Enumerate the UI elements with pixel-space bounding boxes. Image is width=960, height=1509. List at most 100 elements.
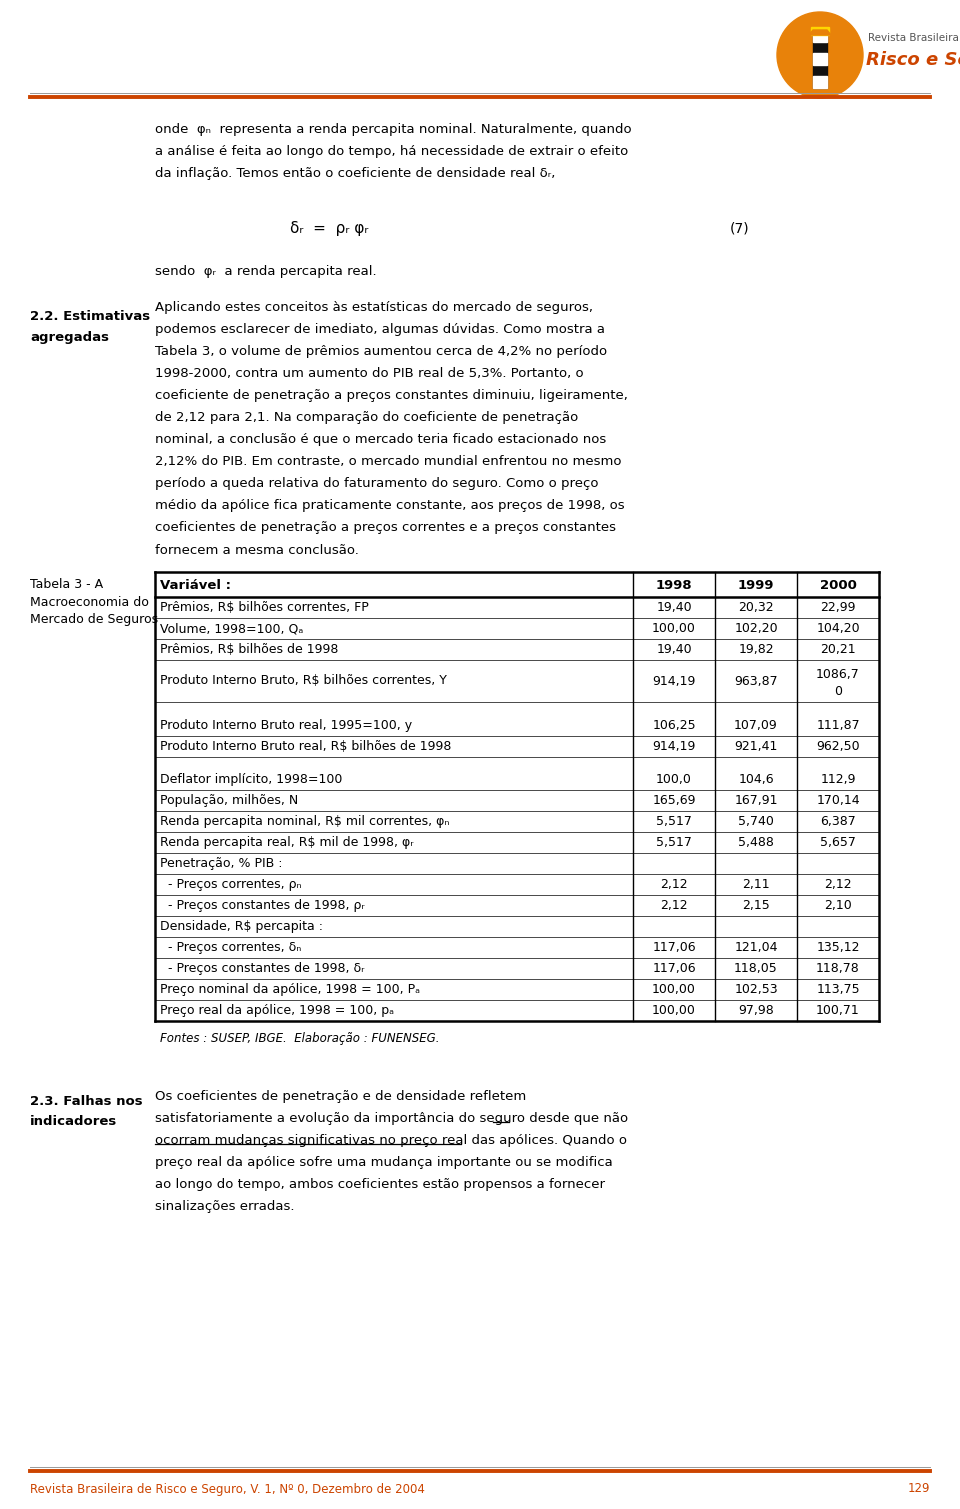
Text: coeficientes de penetração a preços correntes e a preços constantes: coeficientes de penetração a preços corr…: [155, 522, 616, 534]
Text: sendo  φᵣ  a renda percapita real.: sendo φᵣ a renda percapita real.: [155, 266, 376, 279]
Text: Tabela 3, o volume de prêmios aumentou cerca de 4,2% no período: Tabela 3, o volume de prêmios aumentou c…: [155, 346, 607, 359]
Text: - Preços correntes, δₙ: - Preços correntes, δₙ: [160, 942, 301, 954]
Text: 2,12: 2,12: [660, 899, 687, 913]
Bar: [155, 572, 879, 598]
Text: Produto Interno Bruto real, 1995=100, y: Produto Interno Bruto real, 1995=100, y: [160, 718, 412, 732]
Text: 5,657: 5,657: [820, 836, 856, 850]
Text: 117,06: 117,06: [652, 942, 696, 954]
Text: Preço nominal da apólice, 1998 = 100, Pₐ: Preço nominal da apólice, 1998 = 100, Pₐ: [160, 984, 420, 996]
Text: ao longo do tempo, ambos coeficientes estão propensos a fornecer: ao longo do tempo, ambos coeficientes es…: [155, 1177, 605, 1191]
Text: 165,69: 165,69: [652, 794, 696, 807]
Text: médio da apólice fica praticamente constante, aos preços de 1998, os: médio da apólice fica praticamente const…: [155, 499, 625, 513]
Text: 1998-2000, contra um aumento do PIB real de 5,3%. Portanto, o: 1998-2000, contra um aumento do PIB real…: [155, 368, 584, 380]
Text: 100,00: 100,00: [652, 1003, 696, 1017]
Text: Fontes : SUSEP, IBGE.  Elaboração : FUNENSEG.: Fontes : SUSEP, IBGE. Elaboração : FUNEN…: [160, 1032, 440, 1044]
Text: 100,71: 100,71: [816, 1003, 860, 1017]
Text: de 2,12 para 2,1. Na comparação do coeficiente de penetração: de 2,12 para 2,1. Na comparação do coefi…: [155, 412, 578, 424]
Text: 118,78: 118,78: [816, 963, 860, 975]
Text: 2.2. Estimativas: 2.2. Estimativas: [30, 309, 150, 323]
Text: Revista Brasileira de Risco e Seguro, V. 1, Nº 0, Dezembro de 2004: Revista Brasileira de Risco e Seguro, V.…: [30, 1482, 425, 1495]
Text: Produto Interno Bruto, R$ bilhões correntes, Y: Produto Interno Bruto, R$ bilhões corren…: [160, 675, 446, 688]
Text: 962,50: 962,50: [816, 739, 860, 753]
Text: Produto Interno Bruto real, R$ bilhões de 1998: Produto Interno Bruto real, R$ bilhões d…: [160, 739, 451, 753]
Text: Mercado de Seguros: Mercado de Seguros: [30, 614, 158, 626]
Text: 100,00: 100,00: [652, 984, 696, 996]
Text: 2.3. Falhas nos: 2.3. Falhas nos: [30, 1094, 143, 1108]
Text: 1999: 1999: [737, 579, 775, 592]
Text: Prêmios, R$ bilhões de 1998: Prêmios, R$ bilhões de 1998: [160, 643, 338, 656]
Text: Macroeconomia do: Macroeconomia do: [30, 596, 149, 608]
Polygon shape: [809, 30, 831, 35]
Text: 921,41: 921,41: [734, 739, 778, 753]
Text: 102,53: 102,53: [734, 984, 778, 996]
Text: Tabela 3 - A: Tabela 3 - A: [30, 578, 103, 590]
Text: 2,12: 2,12: [825, 878, 852, 892]
Text: fornecem a mesma conclusão.: fornecem a mesma conclusão.: [155, 543, 359, 557]
Text: Densidade, R$ percapita :: Densidade, R$ percapita :: [160, 920, 323, 933]
Text: 113,75: 113,75: [816, 984, 860, 996]
Text: 129: 129: [907, 1482, 930, 1495]
Text: 117,06: 117,06: [652, 963, 696, 975]
Text: 5,517: 5,517: [656, 836, 692, 850]
Text: 5,740: 5,740: [738, 815, 774, 828]
Text: Deflator implícito, 1998=100: Deflator implícito, 1998=100: [160, 773, 343, 786]
Text: Variável :: Variável :: [160, 579, 231, 592]
Text: 5,488: 5,488: [738, 836, 774, 850]
Text: 2,10: 2,10: [824, 899, 852, 913]
Text: 2,12% do PIB. Em contraste, o mercado mundial enfrentou no mesmo: 2,12% do PIB. Em contraste, o mercado mu…: [155, 456, 621, 468]
Text: (7): (7): [730, 220, 750, 235]
Bar: [813, 77, 827, 88]
Text: 2,15: 2,15: [742, 899, 770, 913]
Text: 135,12: 135,12: [816, 942, 860, 954]
Text: - Preços correntes, ρₙ: - Preços correntes, ρₙ: [160, 878, 301, 892]
Text: - Preços constantes de 1998, δᵣ: - Preços constantes de 1998, δᵣ: [160, 963, 365, 975]
Text: Renda percapita nominal, R$ mil correntes, φₙ: Renda percapita nominal, R$ mil corrente…: [160, 815, 449, 828]
Text: Preço real da apólice, 1998 = 100, pₐ: Preço real da apólice, 1998 = 100, pₐ: [160, 1003, 394, 1017]
Text: Prêmios, R$ bilhões correntes, FP: Prêmios, R$ bilhões correntes, FP: [160, 601, 369, 614]
Text: 20,32: 20,32: [738, 601, 774, 614]
Text: 963,87: 963,87: [734, 675, 778, 688]
Text: agregadas: agregadas: [30, 332, 109, 344]
Text: 1998: 1998: [656, 579, 692, 592]
Text: nominal, a conclusão é que o mercado teria ficado estacionado nos: nominal, a conclusão é que o mercado ter…: [155, 433, 607, 447]
Text: indicadores: indicadores: [30, 1115, 117, 1127]
Text: período a queda relativa do faturamento do seguro. Como o preço: período a queda relativa do faturamento …: [155, 477, 598, 490]
Text: 914,19: 914,19: [652, 675, 696, 688]
Text: 112,9: 112,9: [820, 773, 855, 786]
Text: δᵣ  =  ρᵣ φᵣ: δᵣ = ρᵣ φᵣ: [290, 220, 369, 235]
Text: 2,12: 2,12: [660, 878, 687, 892]
Text: 111,87: 111,87: [816, 718, 860, 732]
Bar: [811, 27, 829, 35]
Text: 104,6: 104,6: [738, 773, 774, 786]
Text: 1086,7: 1086,7: [816, 668, 860, 681]
Text: População, milhões, N: População, milhões, N: [160, 794, 299, 807]
Text: Risco e Seguro: Risco e Seguro: [866, 51, 960, 69]
Text: 20,21: 20,21: [820, 643, 855, 656]
Text: Revista Brasileira de: Revista Brasileira de: [868, 33, 960, 42]
Text: Os coeficientes de penetração e de densidade refletem: Os coeficientes de penetração e de densi…: [155, 1089, 526, 1103]
Bar: [813, 30, 827, 42]
Text: 19,40: 19,40: [657, 601, 692, 614]
Text: Volume, 1998=100, Qₐ: Volume, 1998=100, Qₐ: [160, 622, 303, 635]
Text: coeficiente de penetração a preços constantes diminuiu, ligeiramente,: coeficiente de penetração a preços const…: [155, 389, 628, 403]
Text: podemos esclarecer de imediato, algumas dúvidas. Como mostra a: podemos esclarecer de imediato, algumas …: [155, 323, 605, 337]
Text: 19,40: 19,40: [657, 643, 692, 656]
Bar: [813, 30, 827, 88]
Text: 97,98: 97,98: [738, 1003, 774, 1017]
Text: Penetração, % PIB :: Penetração, % PIB :: [160, 857, 282, 871]
Text: onde  φₙ  representa a renda percapita nominal. Naturalmente, quando: onde φₙ representa a renda percapita nom…: [155, 124, 632, 136]
Text: 19,82: 19,82: [738, 643, 774, 656]
Text: 5,517: 5,517: [656, 815, 692, 828]
Text: 170,14: 170,14: [816, 794, 860, 807]
Circle shape: [777, 12, 863, 98]
Text: preço real da apólice sofre uma mudança importante ou se modifica: preço real da apólice sofre uma mudança …: [155, 1156, 612, 1168]
Text: 2000: 2000: [820, 579, 856, 592]
Text: 100,0: 100,0: [656, 773, 692, 786]
Text: 22,99: 22,99: [820, 601, 855, 614]
Text: 107,09: 107,09: [734, 718, 778, 732]
Text: 0: 0: [834, 685, 842, 699]
Bar: [813, 53, 827, 65]
Text: da inflação. Temos então o coeficiente de densidade real δᵣ,: da inflação. Temos então o coeficiente d…: [155, 167, 556, 181]
Text: 100,00: 100,00: [652, 622, 696, 635]
Text: sinalizações erradas.: sinalizações erradas.: [155, 1200, 295, 1213]
